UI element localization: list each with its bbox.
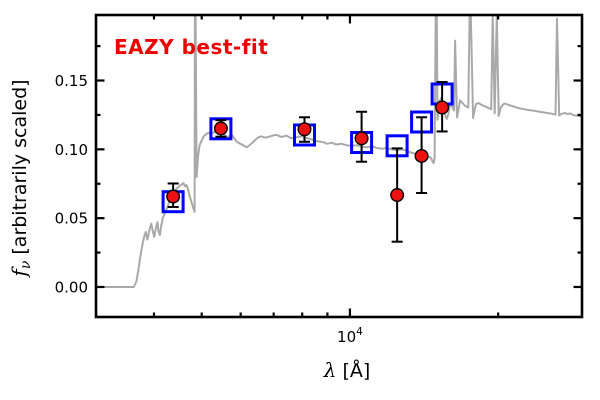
observed-photometry-point <box>414 148 429 163</box>
y-tick-label: 0.00 <box>55 278 88 296</box>
y-tick-label: 0.15 <box>55 72 88 90</box>
x-axis-label: λ [Å] <box>323 358 371 382</box>
observed-photometry-point <box>435 100 450 115</box>
observed-photometry-point <box>390 188 405 203</box>
model-squares <box>161 82 454 214</box>
observed-photometry-point <box>354 131 369 146</box>
observed-points <box>166 100 450 204</box>
eazy-label: EAZY best-fit <box>114 35 269 59</box>
axis-ticks <box>96 15 582 317</box>
model-photometry-point <box>209 117 233 141</box>
x-tick-label: 104 <box>337 326 363 346</box>
spectrum-line <box>96 15 582 288</box>
y-axis-label: fν [arbitrarily scaled] <box>7 79 34 278</box>
y-tick-label: 0.05 <box>55 210 88 228</box>
observed-errorbars <box>167 81 448 243</box>
observed-photometry-point <box>213 121 228 136</box>
observed-photometry-point <box>297 122 312 137</box>
plot-spines <box>94 13 584 319</box>
y-tick-labels: 0.00 0.05 0.10 0.15 <box>55 72 88 296</box>
observed-photometry-point <box>166 189 181 204</box>
y-tick-label: 0.10 <box>55 141 88 159</box>
